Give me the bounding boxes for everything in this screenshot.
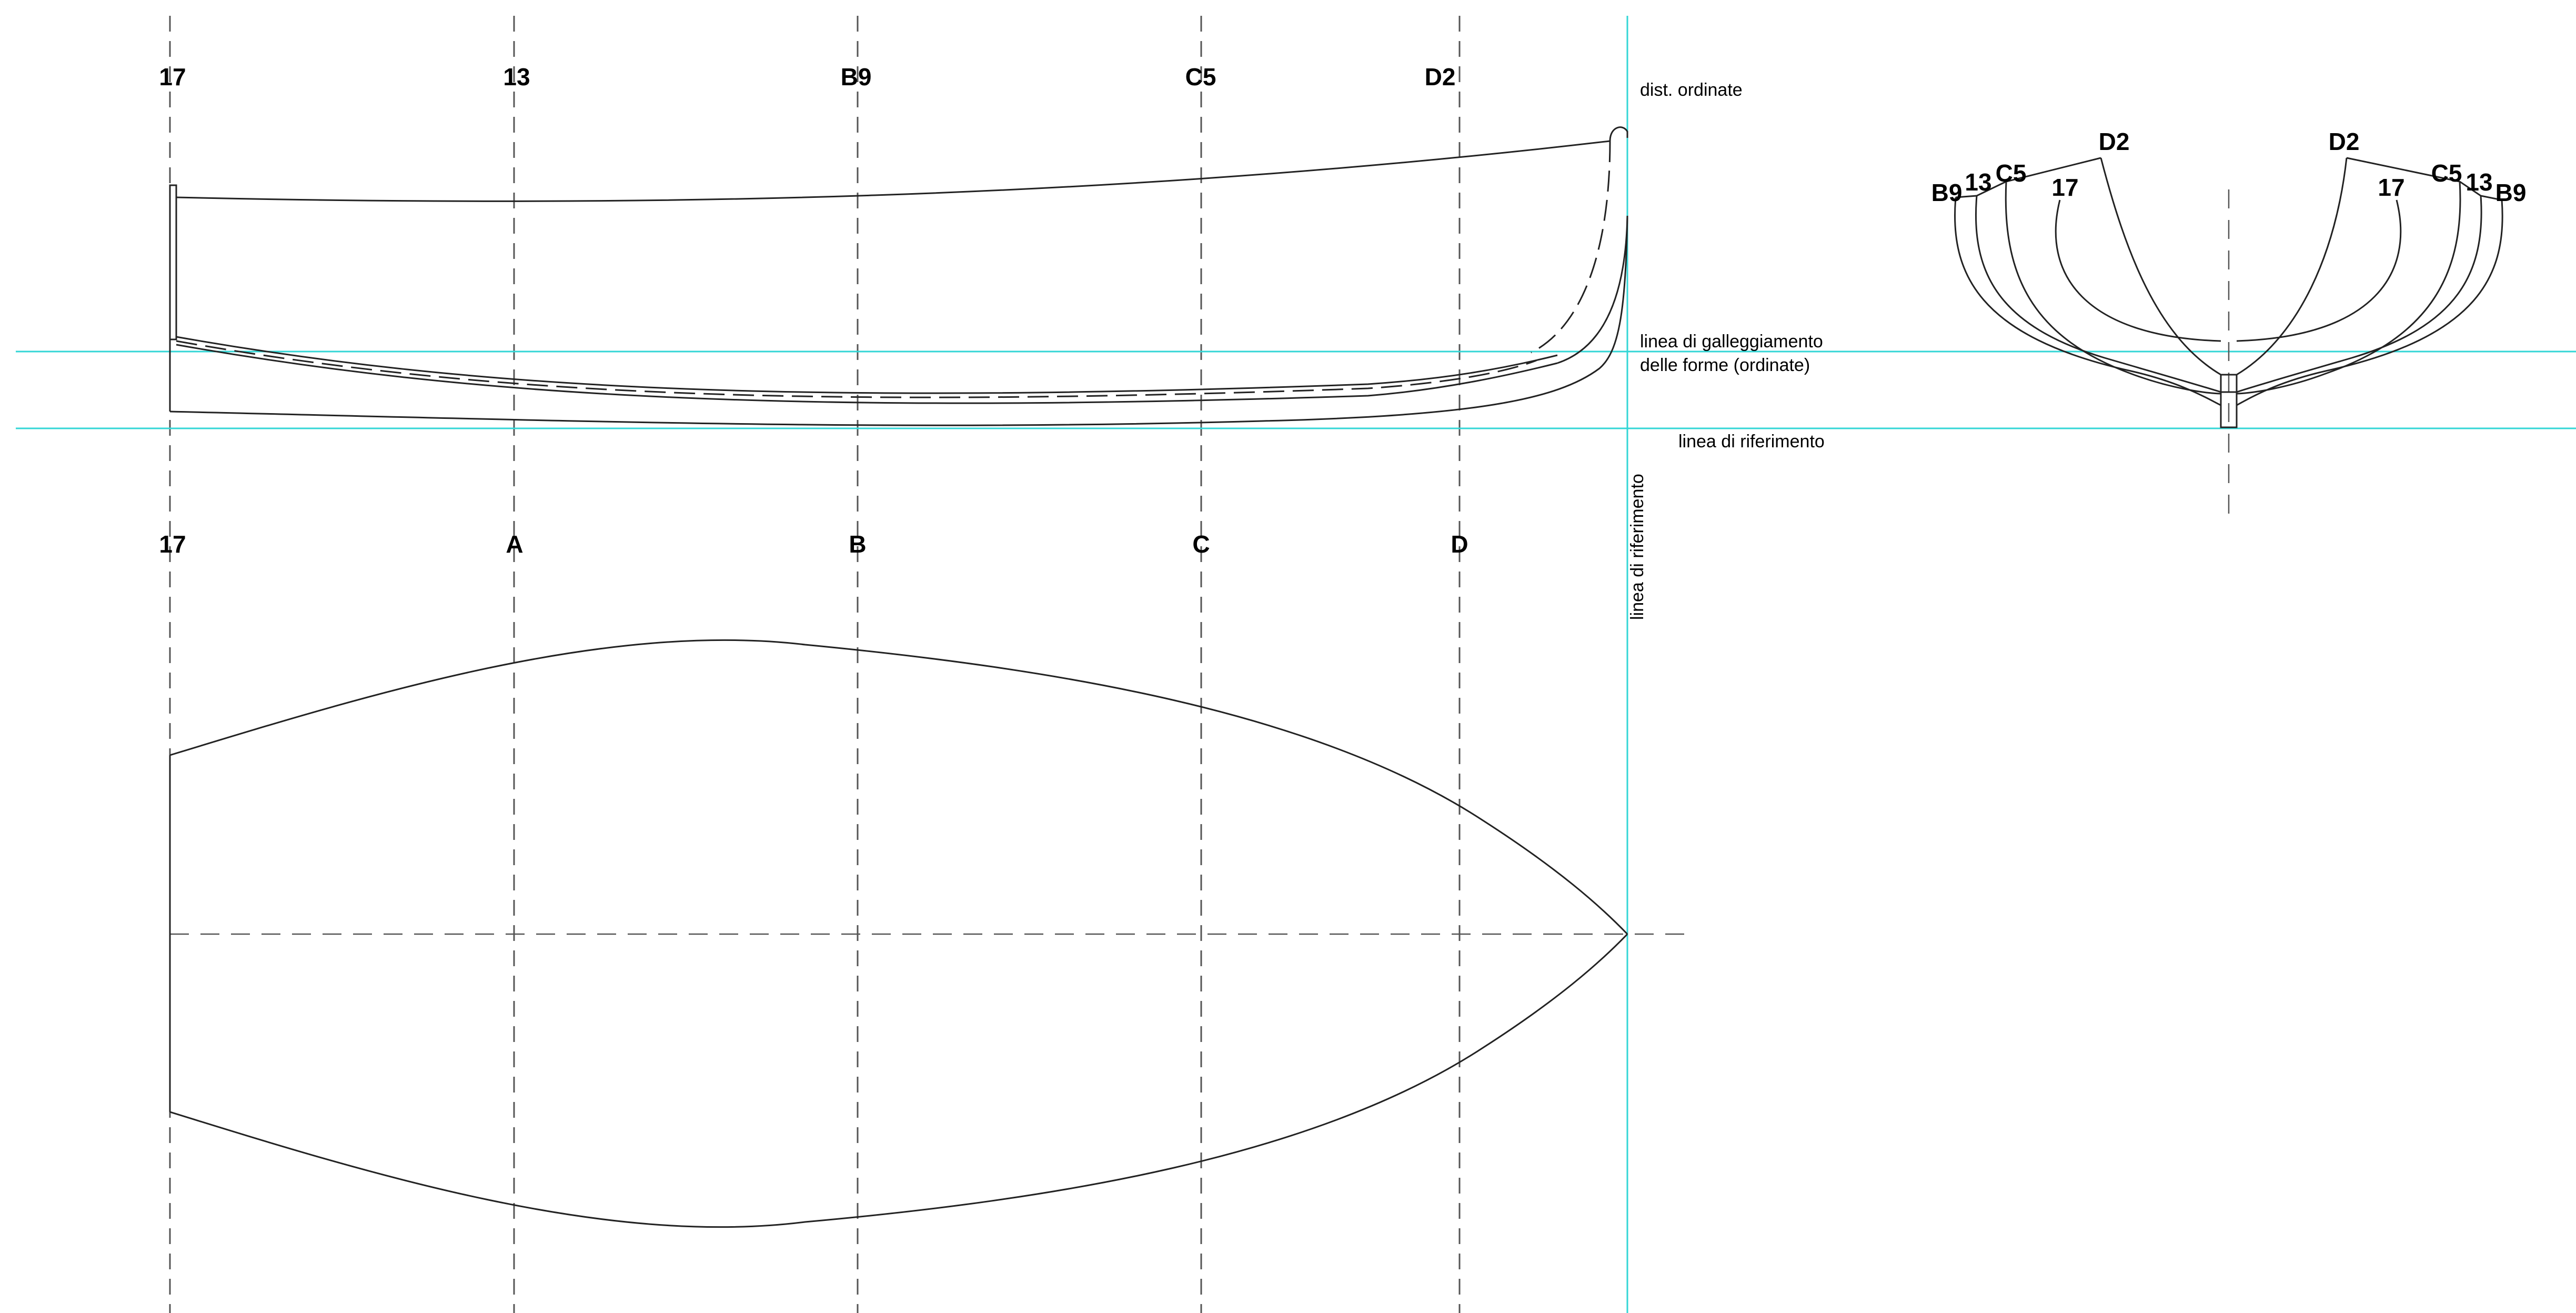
- keel-bottom: [169, 215, 1628, 426]
- plan-outline-lower: [169, 933, 1628, 1228]
- section-left-d2: [2100, 157, 2221, 376]
- waterline-label-line2: delle forme (ordinate): [1640, 355, 1810, 375]
- plan-label-17: 17: [159, 530, 186, 558]
- profile-view: [169, 126, 1628, 426]
- reference-line-label: linea di riferimento: [1678, 432, 1825, 452]
- stem-inner-dashed: [1531, 141, 1611, 354]
- body-keel: [2220, 374, 2238, 428]
- station-lines: [169, 16, 1461, 1313]
- profile-label-b9: B9: [841, 63, 872, 91]
- body-label-left-b9: B9: [1931, 179, 1963, 206]
- rabbet-line: [176, 336, 1558, 394]
- keel-line-upper: [176, 344, 1558, 404]
- plan-label-a: A: [506, 530, 523, 558]
- body-label-left-d2: D2: [2099, 128, 2130, 155]
- profile-label-d2: D2: [1425, 63, 1456, 91]
- profile-label-17: 17: [159, 63, 186, 91]
- plan-label-d: D: [1451, 530, 1468, 558]
- body-plan: [1954, 157, 2503, 516]
- profile-label-13: 13: [503, 63, 530, 91]
- annotations: dist. ordinate linea di galleggiamento d…: [1627, 80, 1825, 620]
- body-label-right-17: 17: [2378, 174, 2404, 201]
- stem-profile: [1557, 215, 1628, 364]
- stem-head: [1609, 126, 1628, 142]
- section-right-d2: [2236, 157, 2348, 376]
- section-right-c5: [2236, 181, 2461, 395]
- section-left-b9: [1954, 197, 2221, 406]
- profile-label-c5: C5: [1185, 63, 1216, 91]
- plan-label-c: C: [1192, 530, 1210, 558]
- body-label-right-13: 13: [2466, 168, 2492, 196]
- section-right-b9: [2236, 199, 2503, 406]
- section-left-c5: [2005, 181, 2221, 395]
- plan-label-b: B: [849, 530, 866, 558]
- plan-station-labels: 17 A B C D: [159, 530, 1468, 558]
- body-label-left-c5: C5: [1996, 159, 2027, 187]
- body-plan-labels: B9 13 C5 D2 17 D2 17 C5 13 B9: [1931, 128, 2527, 206]
- section-left-17: [2055, 199, 2221, 342]
- vertical-reference-label: linea di riferimento: [1627, 474, 1647, 620]
- body-label-right-c5: C5: [2431, 159, 2462, 187]
- section-right-17: [2236, 199, 2402, 342]
- rabbet-line-dashed: [176, 340, 1537, 398]
- body-label-right-d2: D2: [2329, 128, 2360, 155]
- dist-ordinate-label: dist. ordinate: [1640, 80, 1743, 100]
- body-label-left-13: 13: [1965, 168, 1991, 196]
- section-left-13: [1975, 195, 2221, 393]
- sheer-left: [1955, 157, 2101, 198]
- body-label-left-17: 17: [2051, 174, 2078, 201]
- waterline-label-line1: linea di galleggiamento: [1640, 332, 1823, 352]
- sheer-right: [2346, 157, 2502, 201]
- profile-station-labels: 17 13 B9 C5 D2: [159, 63, 1455, 91]
- reference-lines: [16, 16, 2576, 1313]
- body-label-right-b9: B9: [2496, 179, 2527, 206]
- plan-outline-upper: [169, 639, 1628, 935]
- transom: [169, 184, 177, 340]
- plan-view: [169, 639, 1694, 1228]
- sheer-line: [176, 140, 1611, 202]
